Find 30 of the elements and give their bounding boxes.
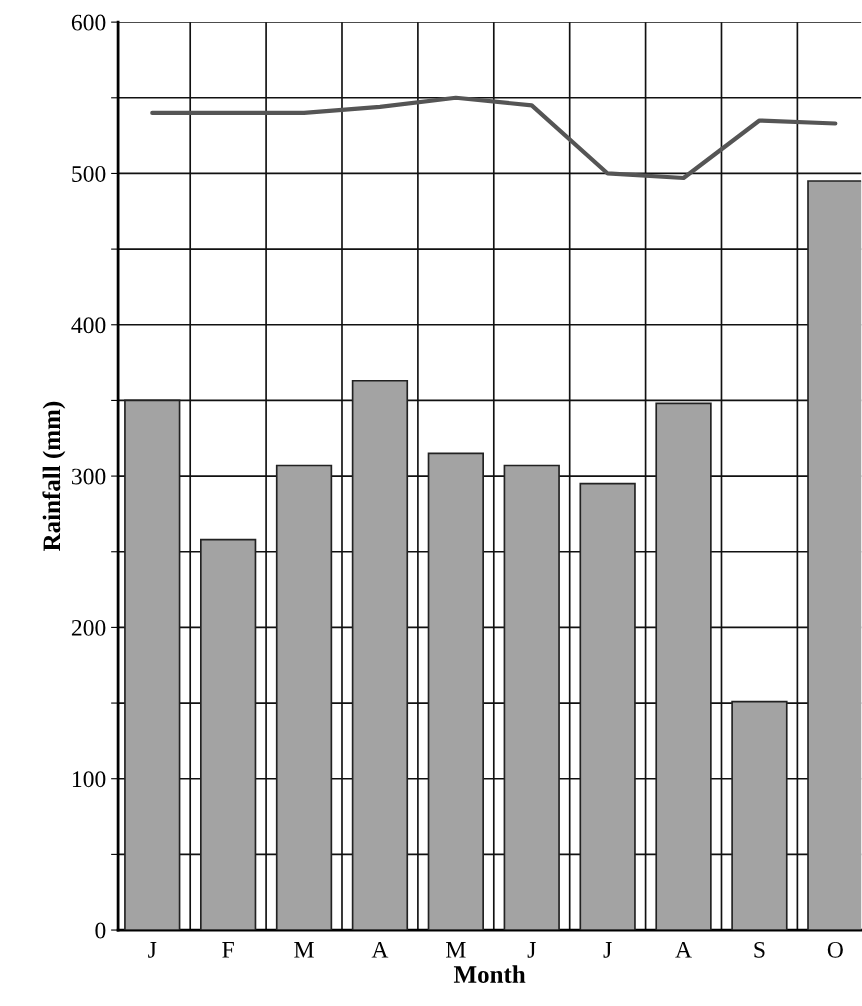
x-tick-label: A [371,941,389,958]
bar [199,538,257,931]
x-axis-title: Month [453,965,526,983]
y-tick-label: 100 [72,771,106,788]
y-tick-label: 400 [71,317,106,334]
x-tick-label: O [827,941,843,958]
bar [503,464,560,931]
bar [579,482,636,931]
x-tick-label: M [446,942,466,958]
x-tick-label: M [294,942,314,958]
bar [731,700,788,931]
y-tick-label: 500 [72,165,106,182]
x-tick-label: J [603,942,612,958]
x-tick-label: F [222,942,234,958]
y-axis-title: Rainfall (mm) [42,401,66,551]
x-tick-label: J [148,942,157,958]
bar [807,180,862,931]
y-tick-label: 200 [71,619,106,636]
bar [427,452,484,931]
bar [275,464,333,931]
x-tick-label: A [675,941,692,958]
line-series [150,95,838,181]
y-tick-label: 600 [71,14,106,31]
y-tick-label: 300 [72,468,106,485]
x-tick-label: J [527,942,536,958]
bar [351,379,409,931]
bar [655,402,712,931]
bar [124,399,181,931]
x-tick-label: S [754,941,765,958]
y-tick-label: 0 [95,922,106,939]
